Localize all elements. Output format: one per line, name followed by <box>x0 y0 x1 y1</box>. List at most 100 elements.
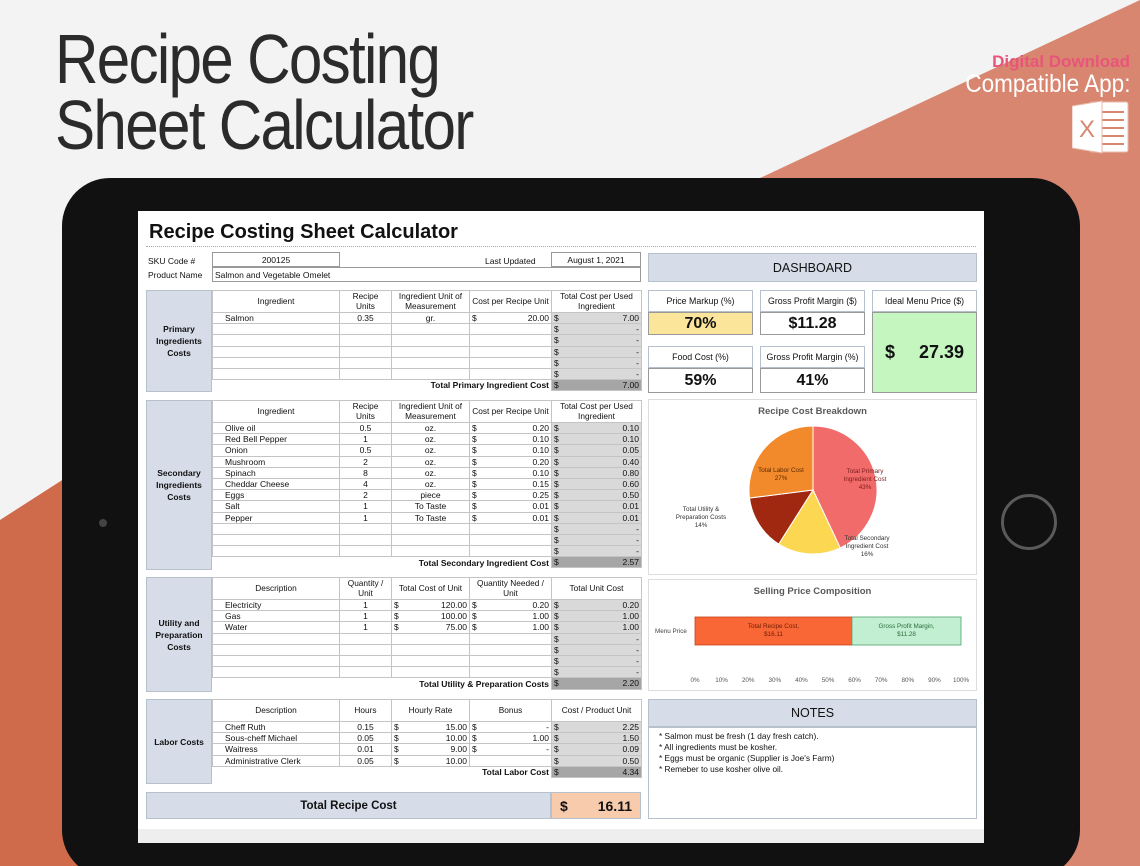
cost-per-unit-cell[interactable]: 0.01 <box>485 511 552 524</box>
unit-of-measure-cell[interactable]: oz. <box>391 455 470 468</box>
hourly-rate-cell[interactable]: 10.00 <box>407 754 470 767</box>
bonus-cell[interactable]: - <box>485 720 552 734</box>
cost-per-unit-cell[interactable] <box>485 323 552 336</box>
unit-cost-cell[interactable] <box>407 643 470 656</box>
quantity-needed-cell[interactable] <box>485 654 552 668</box>
cost-per-unit-cell[interactable]: 0.10 <box>485 466 552 479</box>
unit-of-measure-cell[interactable]: To Taste <box>391 500 470 513</box>
unit-cost-cell[interactable]: 120.00 <box>407 598 470 612</box>
unit-of-measure-cell[interactable]: gr. <box>391 311 470 325</box>
description-cell[interactable] <box>212 643 340 656</box>
recipe-units-cell[interactable] <box>339 533 392 547</box>
unit-of-measure-cell[interactable] <box>391 545 470 558</box>
bonus-cell[interactable]: - <box>485 743 552 756</box>
cost-per-unit-cell[interactable]: 0.20 <box>485 455 552 468</box>
description-cell[interactable] <box>212 632 340 645</box>
recipe-units-cell[interactable]: 0.35 <box>339 311 392 325</box>
product-name-field[interactable]: Salmon and Vegetable Omelet <box>212 267 641 282</box>
unit-cost-cell[interactable] <box>407 632 470 645</box>
recipe-units-cell[interactable]: 0.5 <box>339 421 392 435</box>
quantity-cell[interactable]: 1 <box>339 610 392 623</box>
recipe-units-cell[interactable]: 8 <box>339 466 392 479</box>
recipe-units-cell[interactable]: 4 <box>339 477 392 491</box>
quantity-cell[interactable]: 1 <box>339 621 392 634</box>
unit-of-measure-cell[interactable]: piece <box>391 489 470 502</box>
bonus-cell[interactable]: 1.00 <box>485 732 552 745</box>
recipe-units-cell[interactable] <box>339 367 392 381</box>
recipe-units-cell[interactable] <box>339 345 392 358</box>
recipe-units-cell[interactable]: 1 <box>339 500 392 513</box>
quantity-cell[interactable] <box>339 632 392 645</box>
hours-cell[interactable]: 0.05 <box>339 754 392 767</box>
description-cell[interactable]: Water <box>212 621 340 634</box>
hours-cell[interactable]: 0.01 <box>339 743 392 756</box>
ingredient-cell[interactable] <box>212 334 340 347</box>
ingredient-cell[interactable] <box>212 545 340 558</box>
ingredient-cell[interactable]: Spinach <box>212 466 340 479</box>
ingredient-cell[interactable]: Red Bell Pepper <box>212 433 340 446</box>
hourly-rate-cell[interactable]: 9.00 <box>407 743 470 756</box>
recipe-units-cell[interactable]: 1 <box>339 511 392 524</box>
unit-of-measure-cell[interactable]: oz. <box>391 421 470 435</box>
ingredient-cell[interactable]: Eggs <box>212 489 340 502</box>
description-cell[interactable]: Sous-cheff Michael <box>212 732 340 745</box>
ingredient-cell[interactable] <box>212 345 340 358</box>
quantity-cell[interactable] <box>339 666 392 679</box>
cost-per-unit-cell[interactable] <box>485 345 552 358</box>
quantity-needed-cell[interactable]: 1.00 <box>485 621 552 634</box>
recipe-units-cell[interactable]: 1 <box>339 433 392 446</box>
cost-per-unit-cell[interactable]: 0.10 <box>485 433 552 446</box>
ingredient-cell[interactable] <box>212 533 340 547</box>
hourly-rate-cell[interactable]: 10.00 <box>407 732 470 745</box>
cost-per-unit-cell[interactable] <box>485 533 552 547</box>
unit-of-measure-cell[interactable] <box>391 356 470 369</box>
recipe-units-cell[interactable] <box>339 334 392 347</box>
unit-of-measure-cell[interactable]: oz. <box>391 444 470 457</box>
quantity-needed-cell[interactable]: 0.20 <box>485 598 552 612</box>
description-cell[interactable]: Administrative Clerk <box>212 754 340 767</box>
description-cell[interactable]: Cheff Ruth <box>212 720 340 734</box>
quantity-cell[interactable]: 1 <box>339 598 392 612</box>
description-cell[interactable] <box>212 654 340 668</box>
description-cell[interactable]: Waitress <box>212 743 340 756</box>
sku-field[interactable]: 200125 <box>212 252 340 267</box>
cost-per-unit-cell[interactable]: 0.01 <box>485 500 552 513</box>
recipe-units-cell[interactable] <box>339 323 392 336</box>
recipe-units-cell[interactable]: 2 <box>339 455 392 468</box>
hourly-rate-cell[interactable]: 15.00 <box>407 720 470 734</box>
cost-per-unit-cell[interactable]: 0.25 <box>485 489 552 502</box>
ingredient-cell[interactable]: Salmon <box>212 311 340 325</box>
unit-of-measure-cell[interactable] <box>391 345 470 358</box>
tablet-home-button[interactable] <box>1001 494 1057 550</box>
cost-per-unit-cell[interactable] <box>485 334 552 347</box>
ingredient-cell[interactable] <box>212 356 340 369</box>
quantity-cell[interactable] <box>339 643 392 656</box>
unit-cost-cell[interactable] <box>407 666 470 679</box>
recipe-units-cell[interactable]: 2 <box>339 489 392 502</box>
ingredient-cell[interactable]: Onion <box>212 444 340 457</box>
ingredient-cell[interactable]: Cheddar Cheese <box>212 477 340 491</box>
quantity-cell[interactable] <box>339 654 392 668</box>
ingredient-cell[interactable]: Salt <box>212 500 340 513</box>
quantity-needed-cell[interactable] <box>485 643 552 656</box>
unit-of-measure-cell[interactable]: oz. <box>391 433 470 446</box>
cost-per-unit-cell[interactable] <box>485 356 552 369</box>
cost-per-unit-cell[interactable]: 20.00 <box>485 311 552 325</box>
notes-body[interactable]: * Salmon must be fresh (1 day fresh catc… <box>648 727 977 819</box>
unit-of-measure-cell[interactable] <box>391 533 470 547</box>
unit-of-measure-cell[interactable]: To Taste <box>391 511 470 524</box>
cost-per-unit-cell[interactable]: 0.10 <box>485 444 552 457</box>
description-cell[interactable]: Gas <box>212 610 340 623</box>
ingredient-cell[interactable] <box>212 522 340 535</box>
unit-of-measure-cell[interactable]: oz. <box>391 477 470 491</box>
unit-of-measure-cell[interactable] <box>391 367 470 381</box>
cost-per-unit-cell[interactable]: 0.20 <box>485 421 552 435</box>
ingredient-cell[interactable]: Pepper <box>212 511 340 524</box>
hours-cell[interactable]: 0.15 <box>339 720 392 734</box>
cost-per-unit-cell[interactable] <box>485 367 552 381</box>
last-updated-field[interactable]: August 1, 2021 <box>551 252 641 267</box>
ingredient-cell[interactable]: Mushroom <box>212 455 340 468</box>
ingredient-cell[interactable] <box>212 367 340 381</box>
unit-cost-cell[interactable]: 100.00 <box>407 610 470 623</box>
quantity-needed-cell[interactable]: 1.00 <box>485 610 552 623</box>
